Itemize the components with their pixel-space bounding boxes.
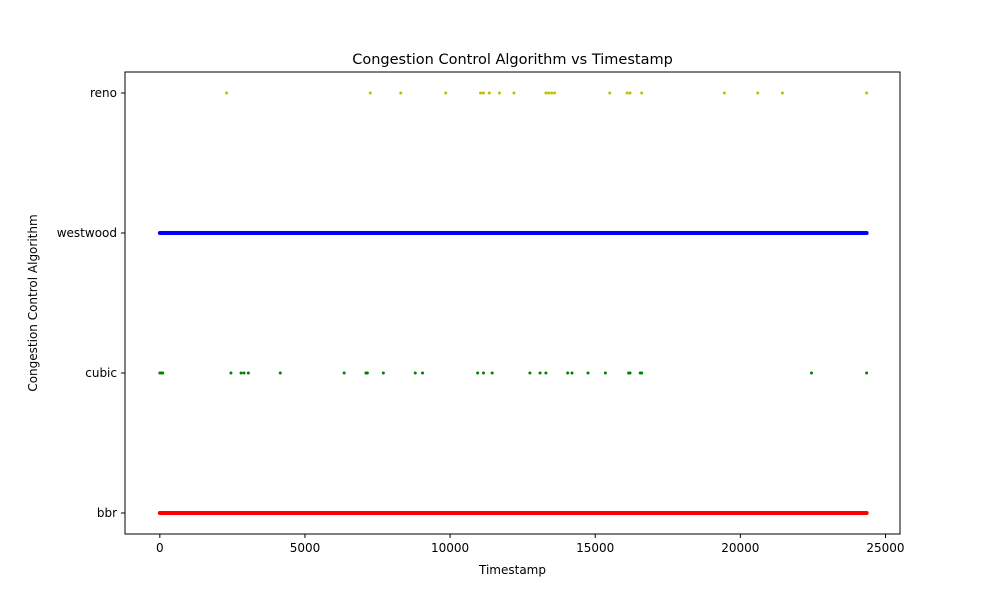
data-point <box>538 371 542 375</box>
x-axis-title: Timestamp <box>478 563 546 577</box>
data-point <box>566 371 570 375</box>
data-point <box>278 371 282 375</box>
data-point <box>512 91 516 95</box>
data-point <box>239 371 243 375</box>
data-point <box>399 91 403 95</box>
data-point <box>628 91 632 95</box>
y-tick-label-westwood: westwood <box>57 226 117 240</box>
chart-title: Congestion Control Algorithm vs Timestam… <box>352 52 673 68</box>
data-point <box>225 91 229 95</box>
data-point <box>528 371 532 375</box>
data-point <box>550 91 554 95</box>
data-point <box>229 371 233 375</box>
x-tick-label: 15000 <box>576 541 614 555</box>
x-tick-label: 0 <box>156 541 164 555</box>
data-point <box>242 371 246 375</box>
data-point <box>381 371 385 375</box>
y-axis-title: Congestion Control Algorithm <box>26 214 40 391</box>
data-point <box>603 371 607 375</box>
data-point <box>487 91 491 95</box>
data-point <box>497 91 501 95</box>
y-axis: bbr cubic westwood reno <box>57 86 125 520</box>
data-point <box>481 371 485 375</box>
x-axis: 0 5000 10000 15000 20000 25000 <box>156 534 905 555</box>
y-tick-label-reno: reno <box>90 86 117 100</box>
data-point <box>490 371 494 375</box>
data-point <box>722 91 726 95</box>
x-tick-label: 25000 <box>866 541 904 555</box>
data-point <box>625 91 629 95</box>
data-point <box>544 371 548 375</box>
x-tick-label: 20000 <box>721 541 759 555</box>
data-point <box>628 371 632 375</box>
y-tick-label-cubic: cubic <box>85 366 117 380</box>
x-tick-label: 5000 <box>290 541 321 555</box>
data-point <box>780 91 784 95</box>
data-point <box>553 91 557 95</box>
data-point <box>570 371 574 375</box>
data-point <box>640 91 644 95</box>
plot-points <box>157 91 869 515</box>
data-point <box>608 91 612 95</box>
data-point <box>365 371 369 375</box>
data-point <box>479 91 483 95</box>
data-point <box>547 91 551 95</box>
data-point <box>544 91 548 95</box>
data-point <box>368 91 372 95</box>
data-point <box>413 371 417 375</box>
data-point <box>865 91 869 95</box>
series-reno <box>225 91 869 95</box>
data-point <box>756 91 760 95</box>
data-point <box>481 91 485 95</box>
data-point <box>444 91 448 95</box>
y-tick-label-bbr: bbr <box>97 506 117 520</box>
data-point <box>161 371 165 375</box>
series-cubic <box>158 371 869 375</box>
data-point <box>246 371 250 375</box>
data-point <box>586 371 590 375</box>
data-point <box>640 371 644 375</box>
x-tick-label: 10000 <box>431 541 469 555</box>
plot-frame <box>124 71 901 535</box>
data-point <box>342 371 346 375</box>
data-point <box>421 371 425 375</box>
data-point <box>476 371 480 375</box>
data-point <box>809 371 813 375</box>
data-point <box>865 371 869 375</box>
